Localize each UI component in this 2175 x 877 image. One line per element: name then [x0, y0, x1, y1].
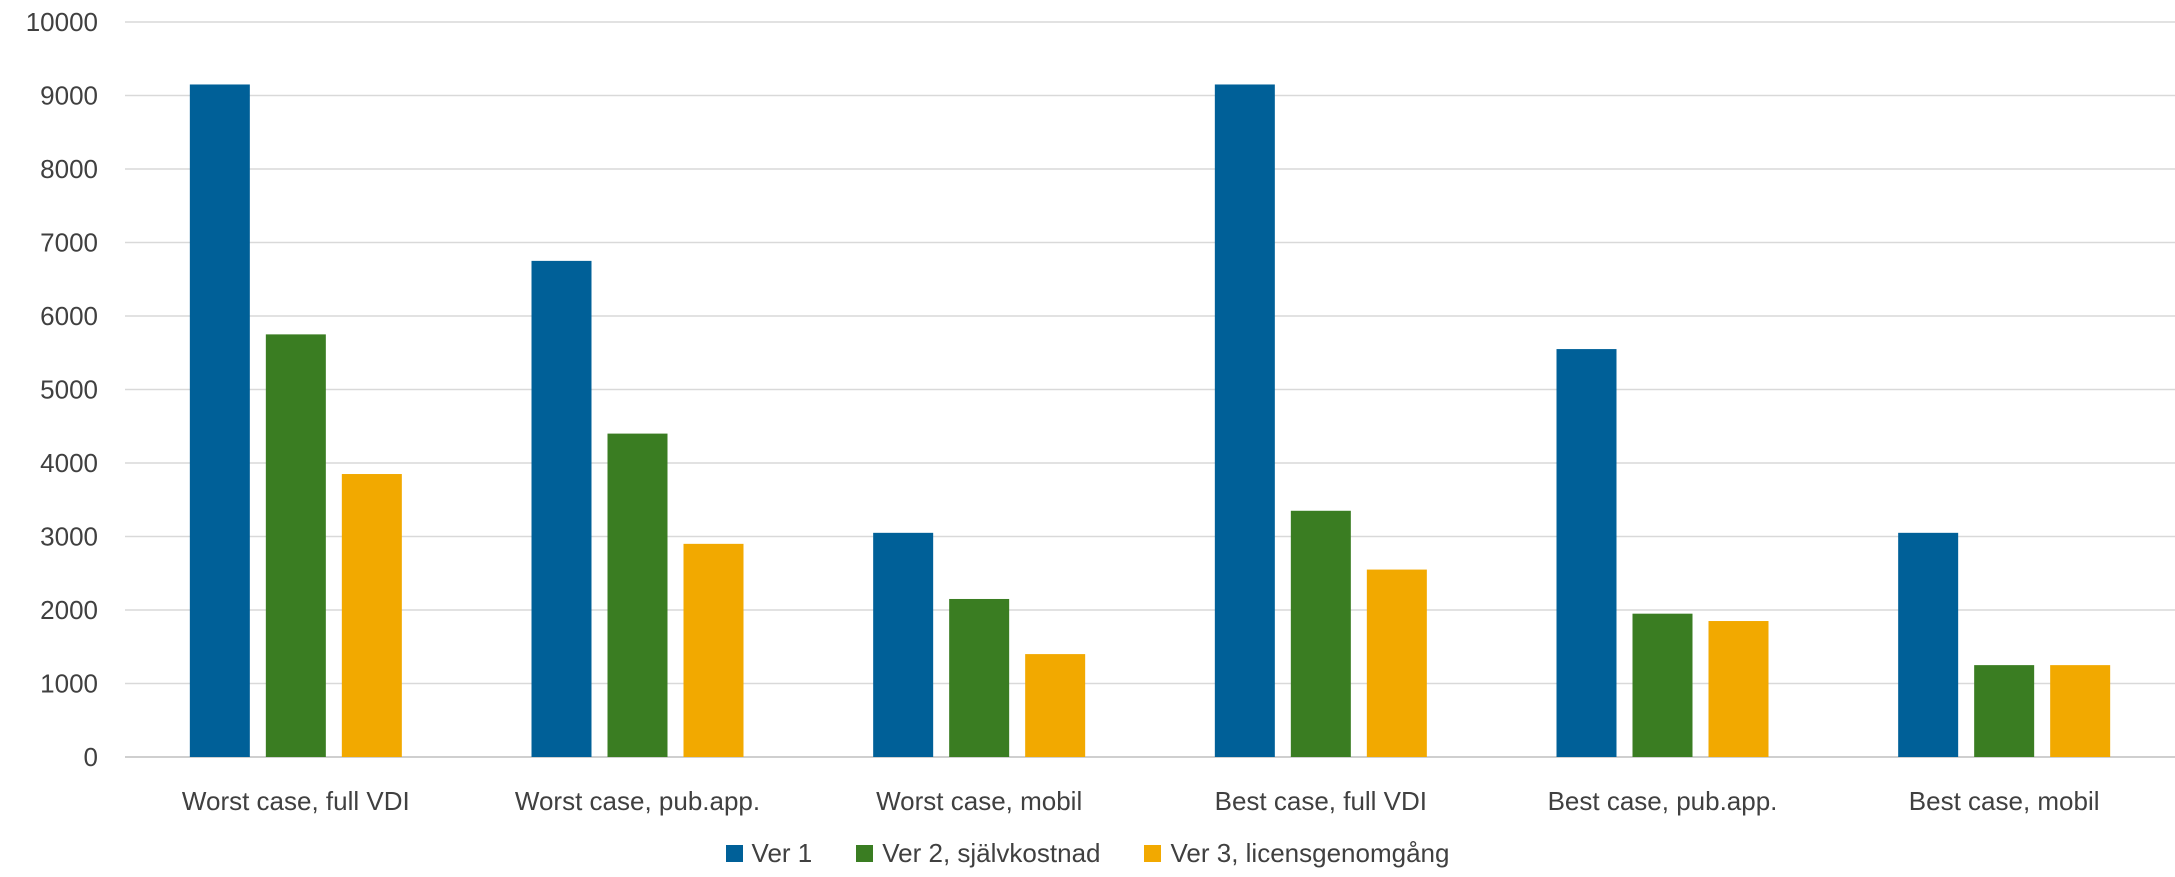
bar	[189, 84, 250, 758]
y-tick-label: 6000	[40, 301, 98, 331]
y-tick-label: 9000	[40, 81, 98, 111]
y-tick-label: 1000	[40, 669, 98, 699]
bar	[1366, 569, 1427, 757]
bar	[683, 543, 744, 757]
y-tick-label: 8000	[40, 154, 98, 184]
bar	[949, 598, 1010, 757]
bar	[1025, 654, 1086, 757]
bar	[607, 433, 668, 757]
legend: Ver 1 Ver 2, självkostnad Ver 3, licensgen…	[0, 838, 2175, 869]
legend-label: Ver 2, självkostnad	[882, 838, 1101, 868]
bar	[1290, 510, 1351, 757]
x-axis-ticks: Worst case, full VDI Worst case, pub.app.…	[182, 786, 2100, 816]
y-tick-label: 3000	[40, 522, 98, 552]
y-tick-label: 4000	[40, 448, 98, 478]
bar	[1556, 349, 1617, 757]
bar	[1632, 613, 1693, 757]
bar	[1214, 84, 1275, 758]
gridlines	[125, 21, 2175, 758]
y-tick-label: 7000	[40, 228, 98, 258]
bar	[873, 532, 934, 757]
legend-swatch	[856, 845, 874, 862]
bar	[265, 334, 326, 757]
bar	[531, 260, 592, 757]
bar	[1708, 621, 1769, 757]
legend-label: Ver 1	[751, 838, 813, 868]
legend-item: Ver 1	[725, 838, 813, 869]
x-tick-label: Best case, full VDI	[1215, 786, 1427, 816]
bar	[341, 474, 402, 757]
bars	[189, 84, 2111, 758]
x-tick-label: Best case, pub.app.	[1548, 786, 1778, 816]
y-tick-label: 0	[84, 742, 98, 772]
legend-swatch	[1144, 845, 1162, 862]
x-tick-label: Worst case, pub.app.	[515, 786, 760, 816]
y-axis-ticks: 0 1000 2000 3000 4000 5000 6000 7000 8000 9000 100…	[26, 7, 98, 772]
y-tick-label: 5000	[40, 375, 98, 405]
bar	[1898, 532, 1959, 757]
legend-label: Ver 3, licensgenomgång	[1170, 838, 1450, 868]
y-tick-label: 2000	[40, 595, 98, 625]
legend-swatch	[725, 845, 743, 862]
bar	[2050, 665, 2111, 757]
legend-item: Ver 3, licensgenomgång	[1144, 838, 1449, 869]
x-tick-label: Worst case, full VDI	[182, 786, 410, 816]
x-tick-label: Worst case, mobil	[876, 786, 1082, 816]
legend-item: Ver 2, självkostnad	[856, 838, 1100, 869]
bar	[1974, 665, 2035, 757]
y-tick-label: 10000	[26, 7, 98, 37]
x-tick-label: Best case, mobil	[1909, 786, 2100, 816]
